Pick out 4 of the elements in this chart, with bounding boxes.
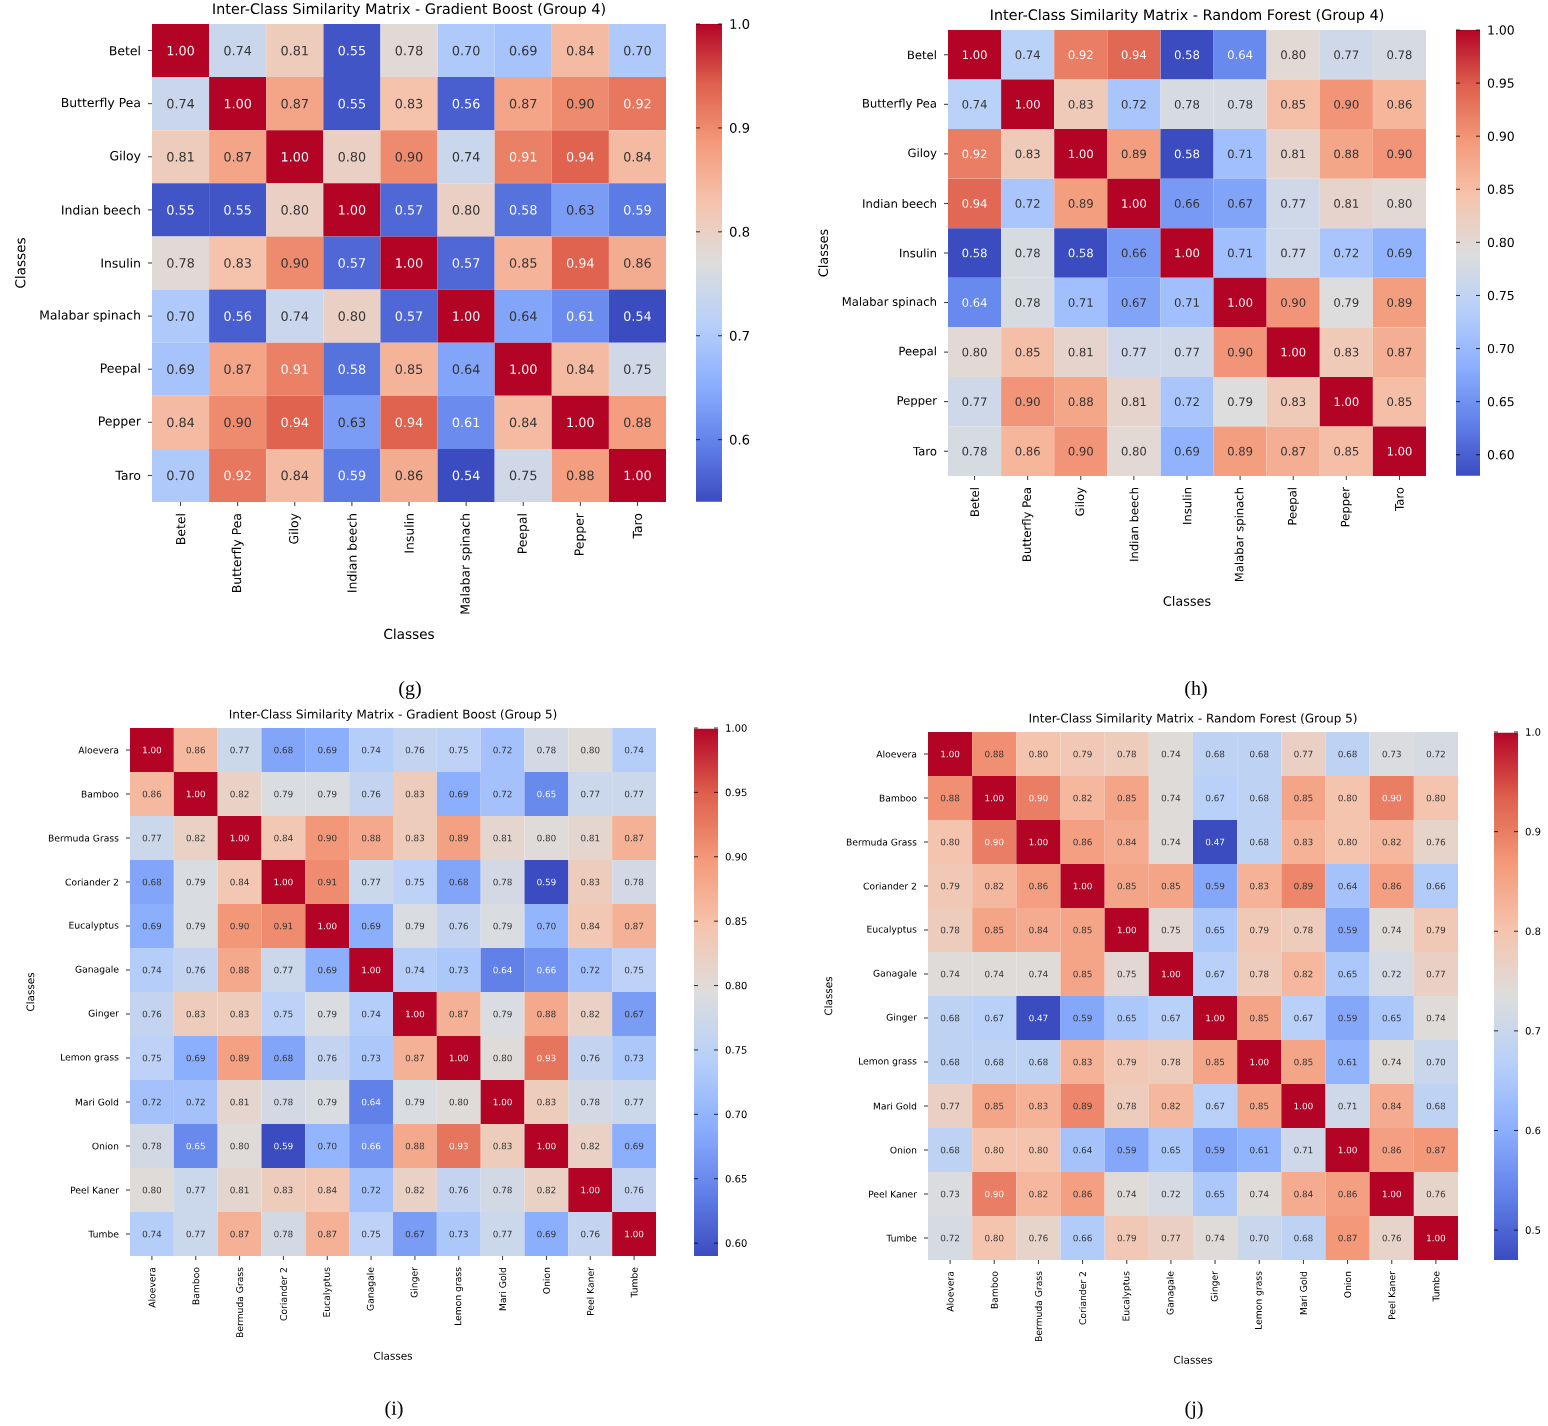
text: (g) bbox=[399, 680, 421, 700]
text: (i) bbox=[385, 1400, 403, 1420]
text: (j) bbox=[1185, 1400, 1203, 1420]
text: (h) bbox=[1185, 680, 1207, 700]
